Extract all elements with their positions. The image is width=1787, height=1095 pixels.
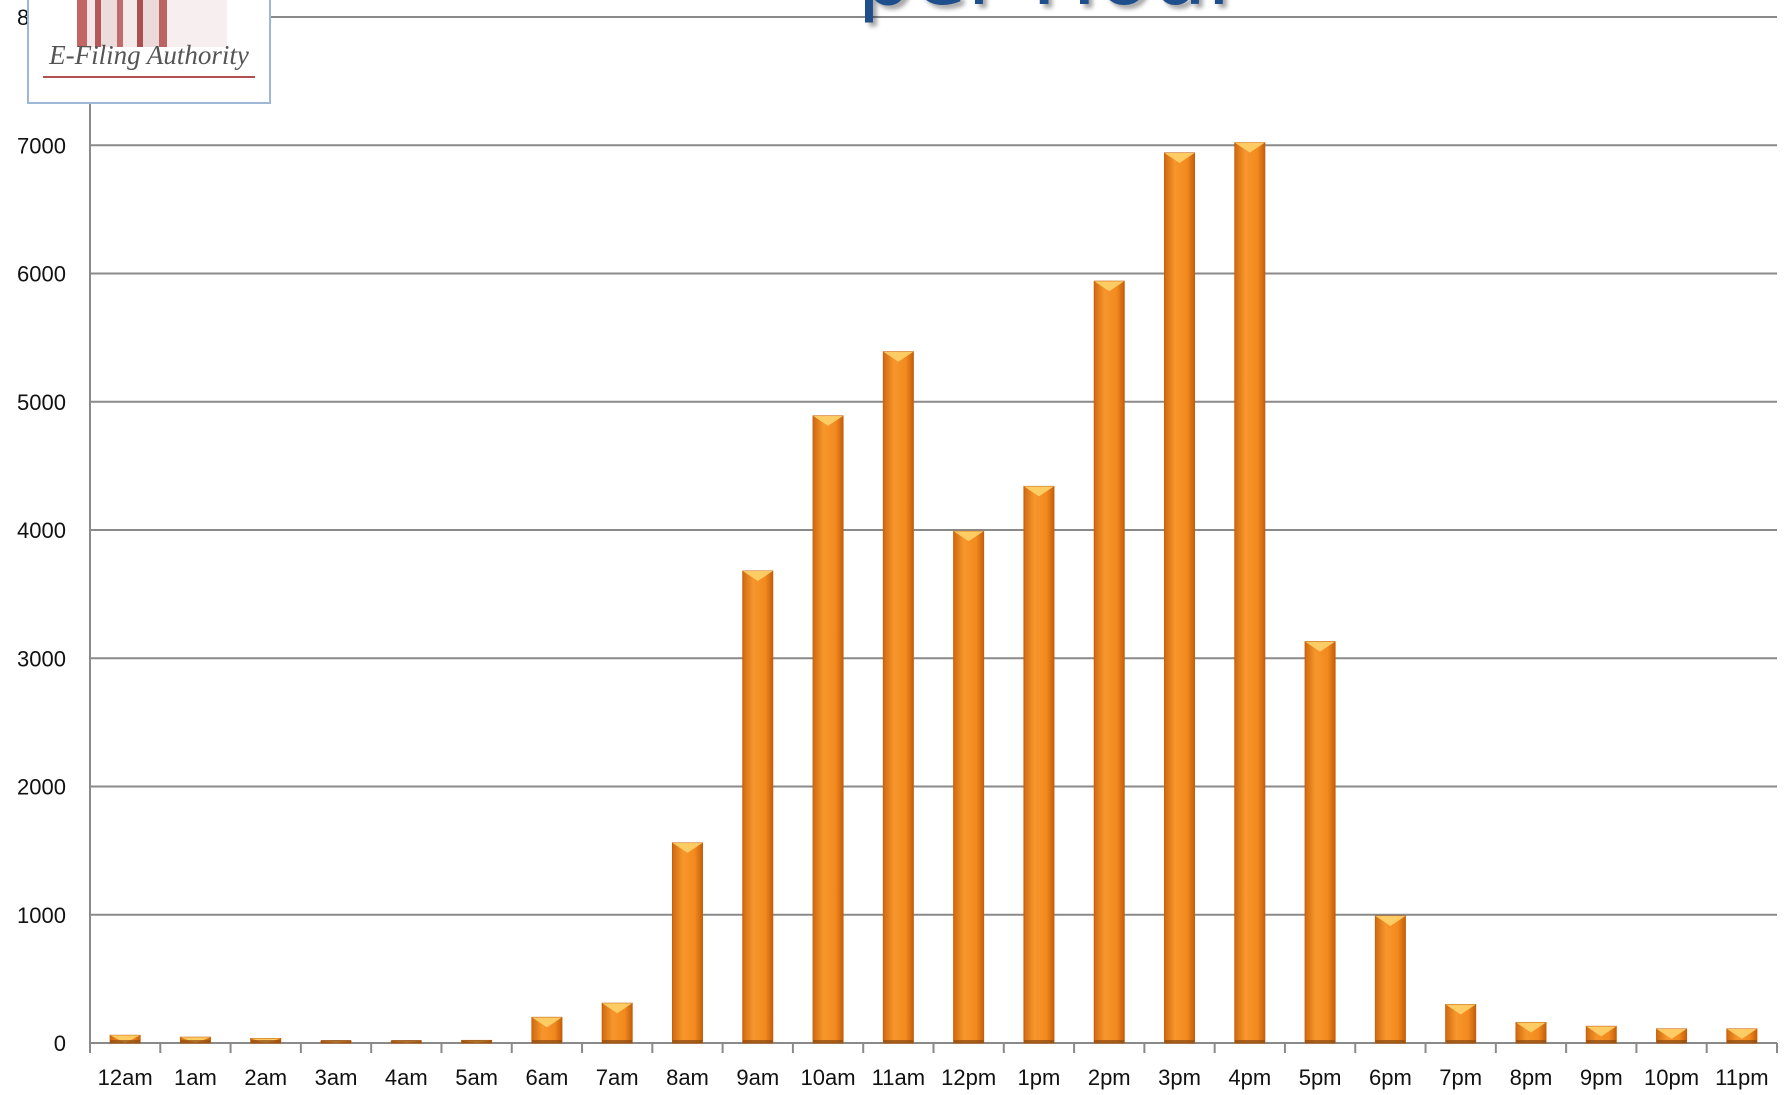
- x-tick-label: 12pm: [941, 1065, 996, 1090]
- bar-base-shadow: [883, 1040, 914, 1043]
- x-tick-label: 1pm: [1018, 1065, 1061, 1090]
- bar-base-shadow: [1094, 1040, 1125, 1043]
- y-tick-label: 0: [54, 1031, 66, 1056]
- logo-underline: [43, 76, 255, 78]
- bar-top-highlight: [1305, 641, 1336, 652]
- x-tick-label: 4pm: [1228, 1065, 1271, 1090]
- bar-base-shadow: [180, 1040, 211, 1043]
- bar: [671, 842, 703, 1044]
- x-tick-label: 3pm: [1158, 1065, 1201, 1090]
- y-tick-label: 5000: [17, 390, 66, 415]
- bar-top-highlight: [1023, 486, 1054, 497]
- x-tick-label: 6am: [525, 1065, 568, 1090]
- bar-top-highlight: [813, 415, 844, 426]
- bar-base-shadow: [672, 1040, 703, 1043]
- bar-top-highlight: [742, 571, 773, 582]
- bar: [1374, 915, 1406, 1044]
- bar-top-highlight: [1515, 1022, 1546, 1033]
- x-tick-label: 7am: [596, 1065, 639, 1090]
- bar-base-shadow: [110, 1040, 141, 1043]
- bar-base-shadow: [1726, 1040, 1757, 1043]
- bar-base-shadow: [250, 1040, 281, 1043]
- logo-image: [77, 0, 227, 47]
- y-tick-label: 6000: [17, 262, 66, 287]
- x-tick-label: 5am: [455, 1065, 498, 1090]
- x-tick-label: 6pm: [1369, 1065, 1412, 1090]
- bar-base-shadow: [1656, 1040, 1687, 1043]
- x-tick-label: 10am: [801, 1065, 856, 1090]
- bar-base-shadow: [1515, 1040, 1546, 1043]
- bar-base-shadow: [1375, 1040, 1406, 1043]
- bar-base-shadow: [1305, 1040, 1336, 1043]
- y-tick-label: 1000: [17, 903, 66, 928]
- bar-top-highlight: [672, 842, 703, 853]
- bar: [882, 351, 914, 1044]
- bar-base-shadow: [742, 1040, 773, 1043]
- bar-base-shadow: [813, 1040, 844, 1043]
- bar: [812, 415, 844, 1044]
- bar-base-shadow: [1023, 1040, 1054, 1043]
- bar-base-shadow: [1234, 1040, 1265, 1043]
- bar-top-highlight: [1586, 1026, 1617, 1037]
- bar-top-highlight: [1234, 142, 1265, 153]
- x-tick-label: 7pm: [1439, 1065, 1482, 1090]
- bar: [1023, 485, 1055, 1044]
- chart-title: per Hour: [700, 0, 1400, 25]
- bar-top-highlight: [1445, 1004, 1476, 1015]
- bar-top-highlight: [110, 1035, 141, 1043]
- bar: [1234, 142, 1266, 1044]
- bar-top-highlight: [602, 1003, 633, 1014]
- y-tick-label: 4000: [17, 518, 66, 543]
- bar: [742, 570, 774, 1044]
- x-tick-label: 12am: [98, 1065, 153, 1090]
- logo: E-Filing Authority: [27, 0, 271, 104]
- bar: [1164, 152, 1196, 1044]
- x-tick-label: 2pm: [1088, 1065, 1131, 1090]
- x-tick-label: 1am: [174, 1065, 217, 1090]
- bar-top-highlight: [1164, 152, 1195, 163]
- bar-base-shadow: [461, 1040, 492, 1043]
- x-tick-label: 3am: [315, 1065, 358, 1090]
- bar-top-highlight: [531, 1017, 562, 1028]
- bar: [953, 530, 985, 1044]
- bar-base-shadow: [953, 1040, 984, 1043]
- logo-text: E-Filing Authority: [49, 40, 249, 70]
- bar-top-highlight: [1094, 281, 1125, 292]
- bar-top-highlight: [883, 351, 914, 362]
- x-tick-label: 2am: [244, 1065, 287, 1090]
- bar-base-shadow: [1164, 1040, 1195, 1043]
- bar: [1304, 641, 1336, 1044]
- bar: [1093, 280, 1125, 1044]
- x-tick-label: 9am: [736, 1065, 779, 1090]
- bar-top-highlight: [1375, 916, 1406, 927]
- y-tick-label: 3000: [17, 646, 66, 671]
- bar-base-shadow: [602, 1040, 633, 1043]
- bar-base-shadow: [321, 1040, 352, 1043]
- bar-top-highlight: [1726, 1028, 1757, 1039]
- x-tick-label: 8am: [666, 1065, 709, 1090]
- bar-base-shadow: [1586, 1040, 1617, 1043]
- bar-base-shadow: [391, 1040, 422, 1043]
- x-tick-label: 4am: [385, 1065, 428, 1090]
- bar-base-shadow: [531, 1040, 562, 1043]
- x-tick-label: 10pm: [1644, 1065, 1699, 1090]
- bar-top-highlight: [953, 531, 984, 542]
- x-tick-label: 8pm: [1510, 1065, 1553, 1090]
- x-tick-label: 11am: [872, 1065, 925, 1090]
- y-tick-label: 7000: [17, 133, 66, 158]
- bar-top-highlight: [1656, 1028, 1687, 1039]
- x-tick-label: 11pm: [1715, 1065, 1768, 1090]
- y-tick-label: 2000: [17, 775, 66, 800]
- x-tick-label: 9pm: [1580, 1065, 1623, 1090]
- bar-base-shadow: [1445, 1040, 1476, 1043]
- x-tick-label: 5pm: [1299, 1065, 1342, 1090]
